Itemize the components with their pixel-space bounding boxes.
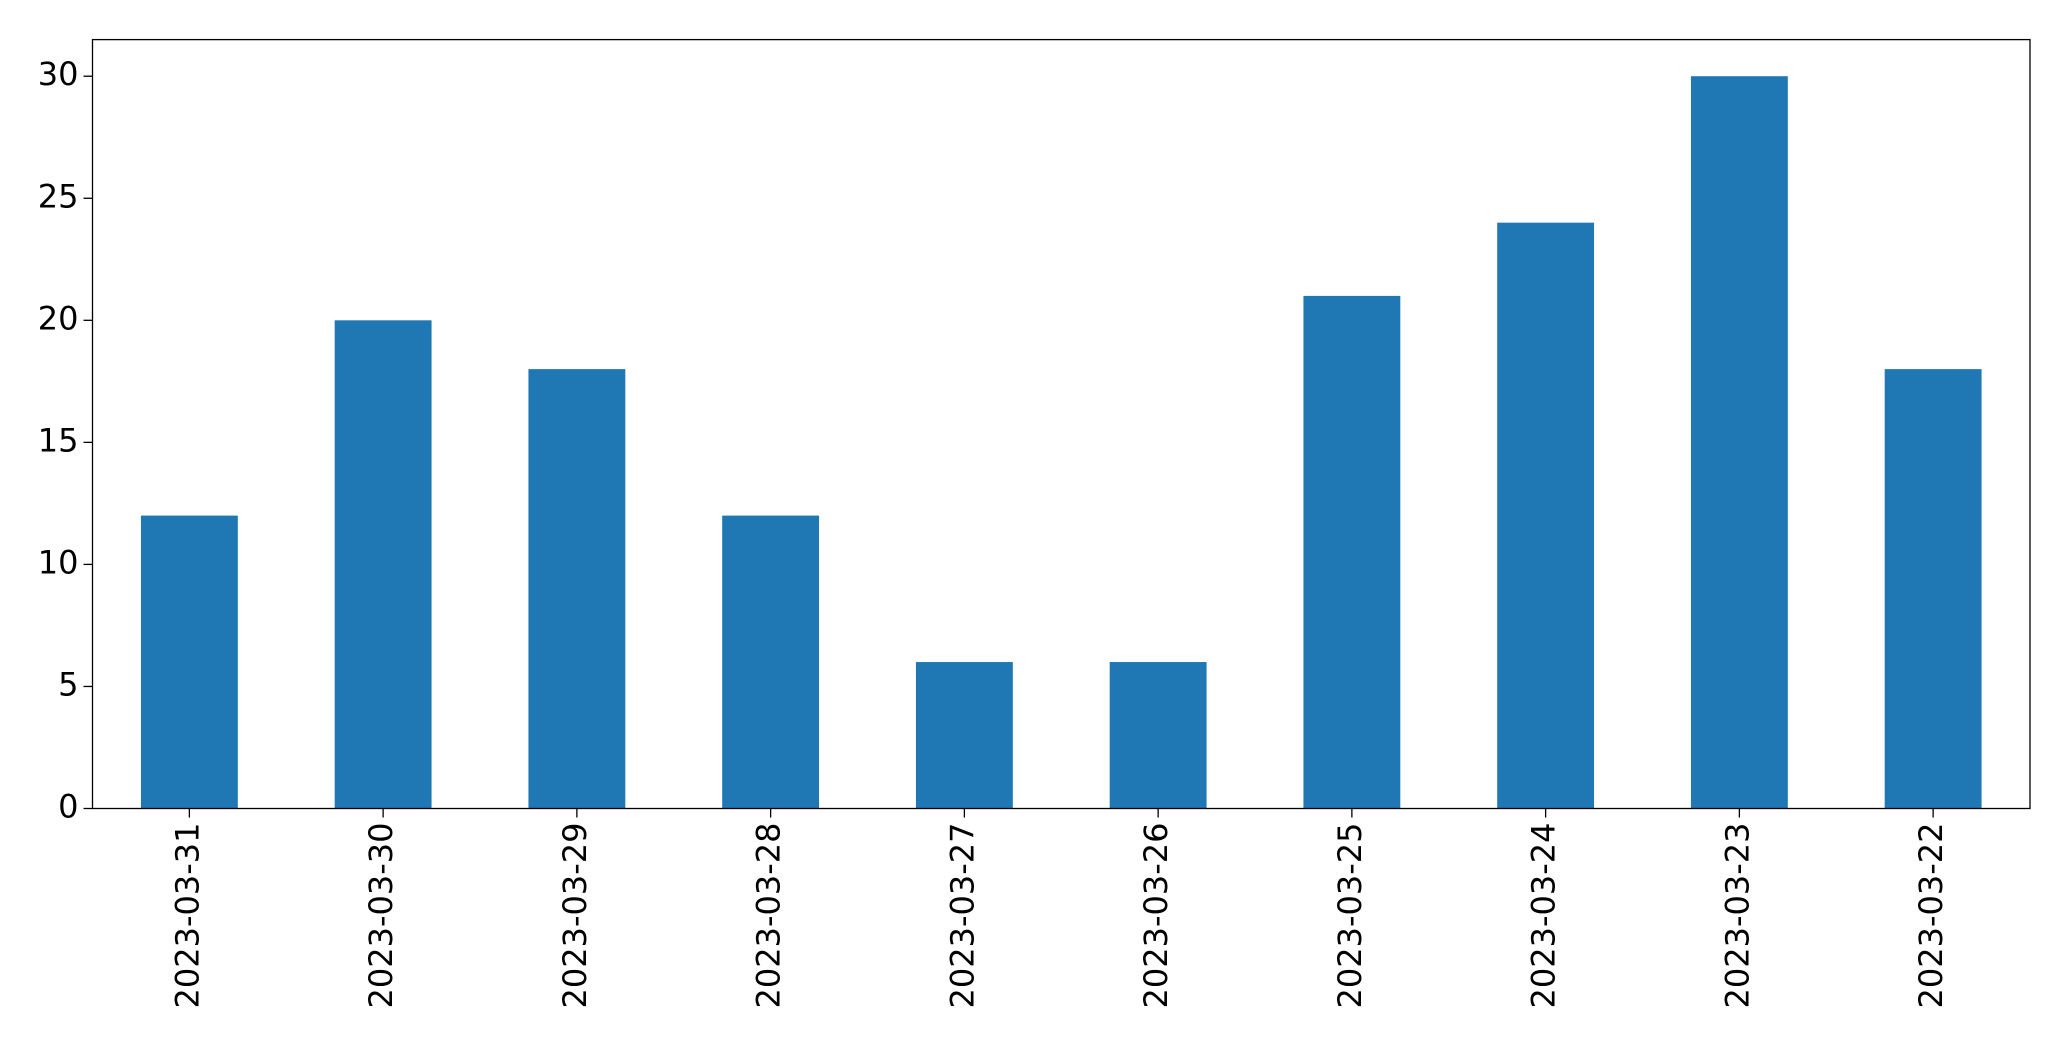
y-tick-label: 30 <box>38 55 79 93</box>
bar <box>140 515 238 809</box>
x-tick-label: 2023-03-23 <box>1718 823 1756 1009</box>
y-tick-label: 20 <box>38 299 79 337</box>
x-tick-label: 2023-03-29 <box>556 823 594 1009</box>
x-tick-label: 2023-03-31 <box>168 823 206 1009</box>
x-tick-label: 2023-03-28 <box>750 823 788 1009</box>
y-tick-label: 5 <box>58 665 78 703</box>
x-tick-label: 2023-03-24 <box>1525 823 1563 1009</box>
x-tick-label: 2023-03-30 <box>362 823 400 1009</box>
bar <box>1884 369 1982 809</box>
y-tick-label: 15 <box>38 421 79 459</box>
bar <box>1690 76 1788 809</box>
bar <box>1303 295 1401 809</box>
x-tick-label: 2023-03-25 <box>1331 823 1369 1009</box>
y-tick-label: 25 <box>38 177 79 215</box>
bar <box>528 369 626 809</box>
y-tick-label: 0 <box>58 788 78 826</box>
x-tick-label: 2023-03-26 <box>1137 823 1175 1009</box>
bar <box>334 320 432 809</box>
x-tick-label: 2023-03-22 <box>1912 823 1950 1009</box>
bar <box>915 662 1013 809</box>
bar <box>1497 222 1595 809</box>
y-tick-label: 10 <box>38 543 79 581</box>
bar <box>722 515 820 809</box>
plot-frame <box>91 38 2031 810</box>
x-tick-label: 2023-03-27 <box>943 823 981 1009</box>
bar <box>1109 662 1207 809</box>
